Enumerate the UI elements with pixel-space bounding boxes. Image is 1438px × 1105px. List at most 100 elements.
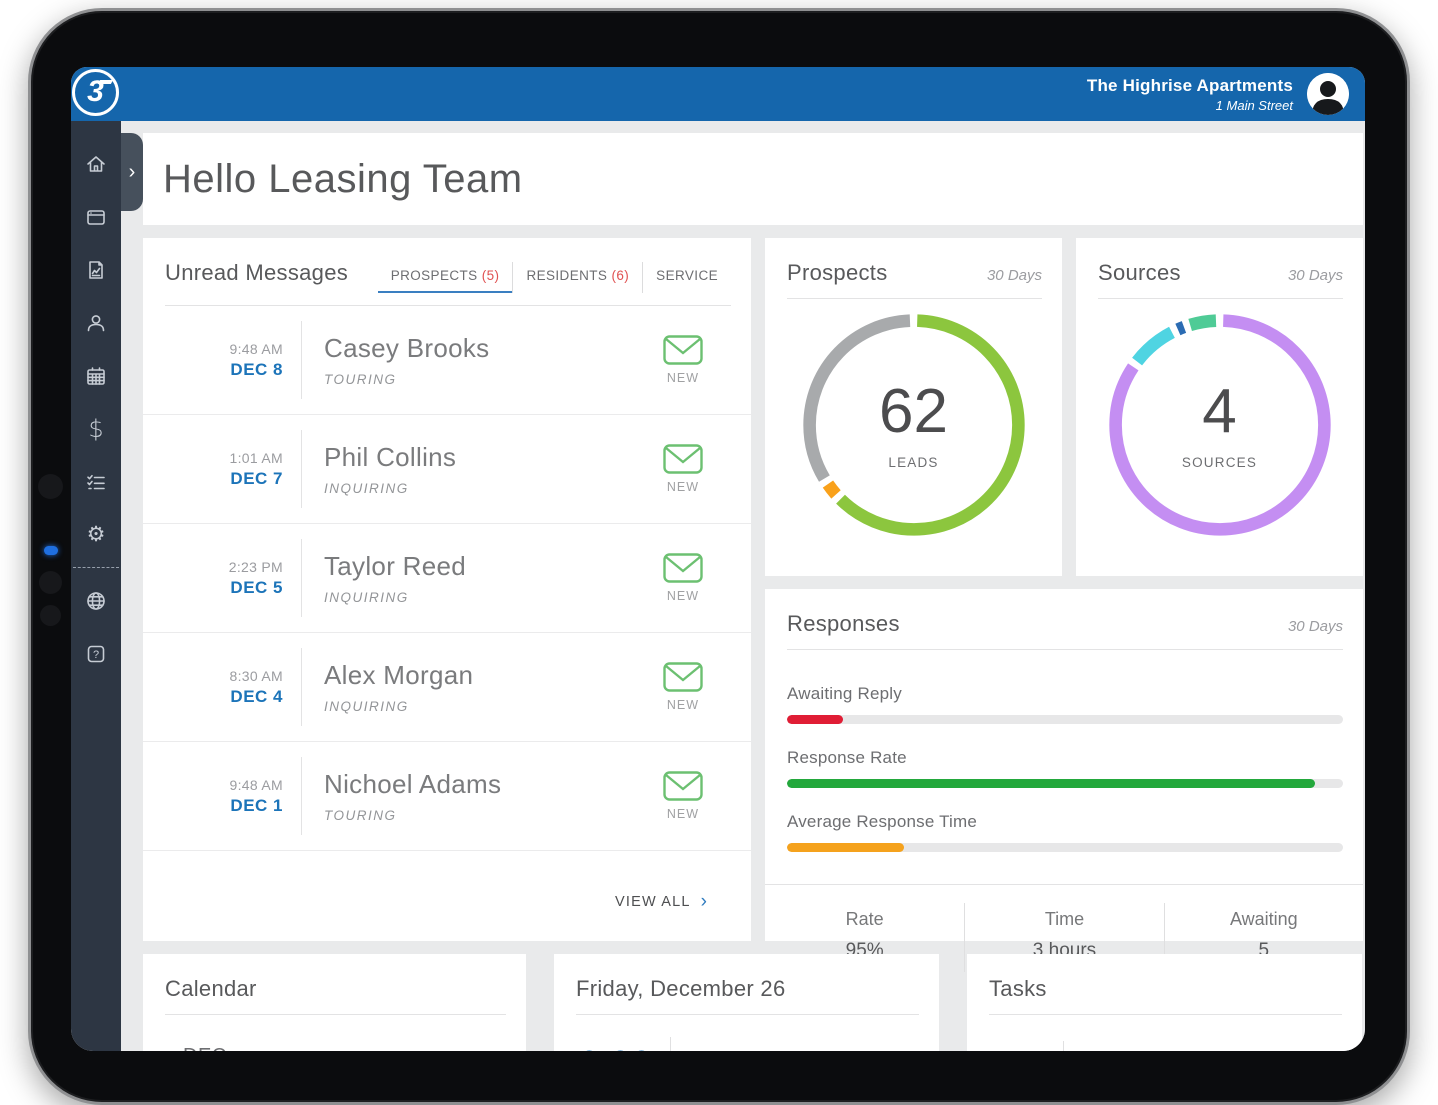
chevron-right-icon: ›	[700, 891, 707, 912]
bar-label-awaiting-reply: Awaiting Reply	[787, 684, 902, 703]
message-status: INQUIRING	[324, 481, 409, 496]
prospects-donut-chart: 62 LEADS	[765, 309, 1062, 541]
property-address: 1 Main Street	[1215, 97, 1293, 113]
prospects-period: 30 Days	[986, 267, 1042, 284]
stat-value: 5	[1258, 940, 1270, 961]
settings-gear-icon: ⚙	[86, 522, 106, 546]
message-time: 9:48 AM	[229, 776, 283, 793]
day-title: Friday, December 26	[576, 976, 786, 1001]
panel-divider	[787, 649, 1343, 650]
tasks-panel: Tasks Respond Quickly	[967, 954, 1362, 1051]
sidebar-item-settings[interactable]: ⚙	[71, 508, 121, 561]
donut-svg	[802, 314, 1025, 536]
responses-panel: Responses 30 Days Awaiting Reply Respons…	[765, 589, 1363, 972]
tab-prospects[interactable]: PROSPECTS (5)	[377, 262, 513, 293]
stat-label: Time	[1044, 909, 1085, 929]
envelope-icon	[663, 771, 703, 801]
message-sender: Nichoel Adams	[324, 769, 502, 799]
tab-count: (6)	[611, 268, 630, 283]
sidebar-item-listings[interactable]	[71, 190, 121, 243]
sidebar-item-contacts[interactable]	[71, 296, 121, 349]
browser-window-icon	[87, 209, 105, 225]
sources-panel: Sources 30 Days 4 SOURCES	[1076, 238, 1363, 576]
task-item[interactable]: Respond Quickly	[967, 1041, 1362, 1051]
response-rate-fill	[787, 779, 1316, 788]
tasks-title: Tasks	[989, 976, 1047, 1001]
sidebar-item-tasks[interactable]	[71, 455, 121, 508]
tab-residents[interactable]: RESIDENTS (6)	[512, 262, 642, 293]
event-time: 6:00	[578, 1044, 652, 1052]
message-date: DEC 7	[230, 468, 283, 488]
nav-sidebar: $ ⚙	[71, 121, 121, 1051]
bezel-led	[44, 546, 58, 555]
calendar-title: Calendar	[165, 976, 257, 1001]
message-row[interactable]: 8:30 AM DEC 4 Alex Morgan INQUIRING NEW	[143, 633, 751, 742]
new-badge: NEW	[666, 698, 700, 712]
svg-text:?: ?	[93, 649, 99, 661]
message-status: TOURING	[324, 372, 397, 387]
response-rate-bar	[787, 779, 1343, 788]
brand-logo-icon: 3	[72, 69, 119, 116]
message-date: DEC 4	[230, 686, 283, 706]
tab-count: (5)	[481, 268, 500, 283]
tab-label: PROSPECTS	[390, 268, 478, 283]
responses-title: Responses	[787, 611, 900, 636]
globe-icon	[87, 591, 105, 610]
report-document-icon	[89, 260, 103, 279]
app-screen: 3 The Highrise Apartments 1 Main Street	[71, 67, 1365, 1051]
sidebar-expand-handle[interactable]: ›	[121, 133, 143, 211]
day-schedule-panel: Friday, December 26 6:00 First Day Of Kw…	[554, 954, 939, 1051]
messages-title: Unread Messages	[165, 260, 349, 285]
message-time: 1:01 AM	[229, 449, 283, 466]
panel-divider	[1098, 298, 1343, 299]
message-row[interactable]: 9:48 AM DEC 1 Nichoel Adams TOURING NEW	[143, 742, 751, 851]
sidebar-item-payments[interactable]: $	[71, 402, 121, 455]
messages-tabs: PROSPECTS (5) RESIDENTS (6) SERVICE	[377, 262, 731, 293]
unread-messages-panel: Unread Messages PROSPECTS (5) RESIDENTS …	[143, 238, 751, 941]
tab-service[interactable]: SERVICE	[642, 262, 731, 293]
message-row[interactable]: 2:23 PM DEC 5 Taylor Reed INQUIRING NEW	[143, 524, 751, 633]
property-info: The Highrise Apartments 1 Main Street	[1087, 76, 1293, 113]
sidebar-item-calendar[interactable]	[71, 349, 121, 402]
message-time: 9:48 AM	[229, 340, 283, 357]
message-time: 2:23 PM	[228, 558, 283, 575]
tasks-checklist-icon	[87, 474, 105, 489]
sidebar-item-home[interactable]	[71, 137, 121, 190]
message-sender: Alex Morgan	[324, 660, 474, 690]
dashboard-content: › Hello Leasing Team Unread Messages PRO…	[121, 121, 1365, 1051]
schedule-event[interactable]: 6:00 First Day Of Kwanzaa	[554, 1037, 939, 1051]
responses-bars: Awaiting Reply Response Rate Average Res…	[765, 650, 1363, 852]
calendar-icon	[87, 366, 105, 385]
sidebar-item-reports[interactable]	[71, 243, 121, 296]
sidebar-item-help[interactable]: ?	[71, 627, 121, 680]
panel-divider	[165, 1014, 506, 1015]
calendar-prev-icon[interactable]: ‹	[430, 1041, 440, 1052]
message-sender: Phil Collins	[324, 442, 457, 472]
sidebar-divider	[73, 567, 119, 568]
panel-divider	[576, 1014, 919, 1015]
calendar-panel: Calendar DEC ‹ ›	[143, 954, 526, 1051]
message-date: DEC 1	[230, 795, 283, 815]
sidebar-item-language[interactable]	[71, 574, 121, 627]
message-date: DEC 5	[230, 577, 283, 597]
contacts-person-icon	[87, 314, 105, 331]
tab-label: RESIDENTS	[526, 268, 608, 283]
calendar-next-icon[interactable]: ›	[486, 1041, 496, 1052]
prospects-panel: Prospects 30 Days 62 LEADS	[765, 238, 1062, 576]
message-sender: Taylor Reed	[324, 551, 467, 581]
new-badge: NEW	[666, 589, 700, 603]
home-icon	[87, 155, 105, 172]
awaiting-reply-bar	[787, 715, 1343, 724]
message-row[interactable]: 9:48 AM DEC 8 Casey Brooks TOURING NEW	[143, 306, 751, 415]
avg-response-time-fill	[787, 843, 904, 852]
stat-label: Rate	[845, 909, 884, 929]
view-all-link[interactable]: VIEW ALL ›	[615, 891, 751, 941]
bar-label-avg-response-time: Average Response Time	[787, 812, 978, 831]
message-status: TOURING	[324, 808, 397, 823]
user-avatar[interactable]	[1307, 73, 1349, 115]
sources-donut-chart: 4 SOURCES	[1076, 309, 1363, 541]
new-badge: NEW	[666, 480, 700, 494]
panel-divider	[765, 884, 1363, 885]
message-row[interactable]: 1:01 AM DEC 7 Phil Collins INQUIRING NEW	[143, 415, 751, 524]
